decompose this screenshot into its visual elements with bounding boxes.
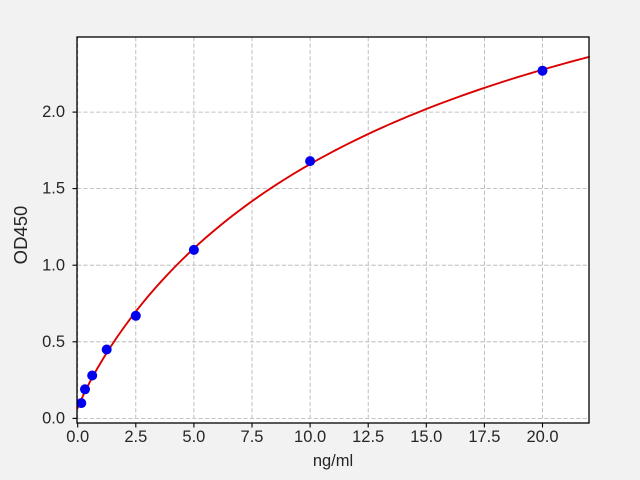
svg-text:7.5: 7.5 bbox=[241, 428, 264, 446]
svg-text:0.0: 0.0 bbox=[42, 410, 65, 428]
svg-text:2.0: 2.0 bbox=[42, 103, 65, 121]
svg-text:ng/ml: ng/ml bbox=[313, 452, 353, 470]
svg-text:20.0: 20.0 bbox=[526, 428, 558, 446]
svg-text:1.5: 1.5 bbox=[42, 180, 65, 198]
svg-text:OD450: OD450 bbox=[10, 206, 31, 265]
svg-text:15.0: 15.0 bbox=[410, 428, 442, 446]
svg-text:0.0: 0.0 bbox=[66, 428, 89, 446]
svg-text:0.5: 0.5 bbox=[42, 333, 65, 351]
svg-text:1.0: 1.0 bbox=[42, 256, 65, 274]
svg-text:10.0: 10.0 bbox=[294, 428, 326, 446]
svg-text:17.5: 17.5 bbox=[468, 428, 500, 446]
svg-text:2.5: 2.5 bbox=[124, 428, 147, 446]
svg-text:5.0: 5.0 bbox=[182, 428, 205, 446]
svg-text:12.5: 12.5 bbox=[352, 428, 384, 446]
